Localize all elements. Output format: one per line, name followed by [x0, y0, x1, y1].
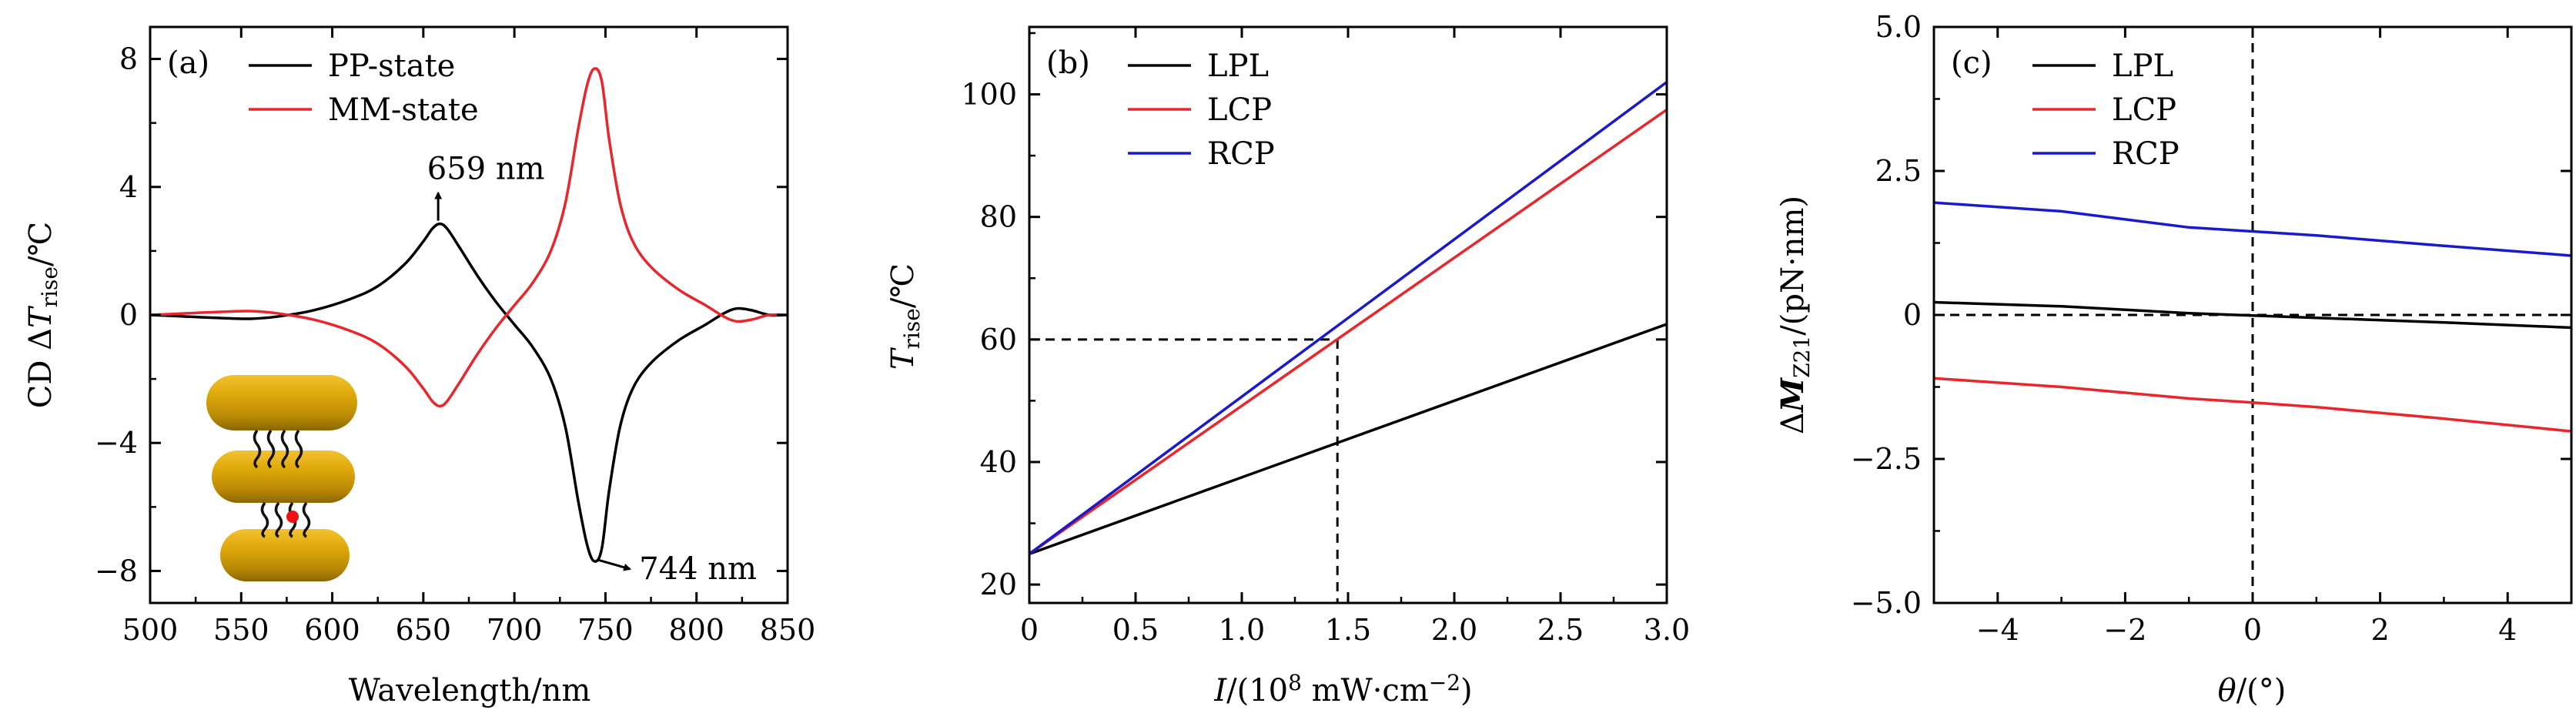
panel-a-x-tick-label: 750: [577, 613, 634, 647]
panel-a-y-tick-label: −4: [95, 426, 138, 460]
panel-a-x-tick-label: 800: [668, 613, 724, 647]
panel-a-plot-area: 500 550 600 650 700 750 800 850 8 4 0 −4 −8 (a) PP-sta…: [95, 25, 816, 647]
panel-b-y-tick-label: 20: [980, 568, 1017, 601]
panel-a-y-axis-label: CD ΔTrise/℃: [23, 222, 62, 408]
panel-a-legend-label: MM-state: [328, 92, 479, 128]
panel-b-series-lpl: [1029, 323, 1668, 555]
panel-a-series-mm-state: [149, 67, 788, 408]
panel-b-plot-area: 0 0.5 1.0 1.5 2.0 2.5 3.0 20 40 60 80 100 (b) LPL LCP R…: [961, 25, 1690, 647]
panel-b-tag: (b): [1046, 45, 1090, 81]
panel-b-series-lcp: [1028, 108, 1668, 555]
panel-b-y-tick-label: 100: [961, 78, 1017, 112]
panel-c-y-axis-label: ΔMZ21/(pN·nm): [1775, 196, 1815, 434]
panel-a-annotation-label: 659 nm: [427, 152, 545, 187]
panel-a-y-tick-label: 8: [119, 42, 138, 76]
panel-c-series-rcp: [1933, 201, 2572, 257]
panel-c-y-tick-label: 0: [1903, 298, 1922, 332]
panel-b-x-tick-label: 3.0: [1644, 613, 1690, 647]
panel-c-y-tick-label: 5.0: [1875, 10, 1922, 44]
panel-b-legend-label: LPL: [1207, 49, 1269, 84]
panel-b-axes-frame: [1028, 25, 1668, 604]
panel-a-x-tick-label: 500: [122, 613, 179, 647]
panel-a-x-tick-label: 550: [213, 613, 269, 647]
panel-b-x-tick-label: 2.5: [1537, 613, 1584, 647]
panel-a-x-tick-label: 650: [396, 613, 452, 647]
panel-c-y-tick-label: −2.5: [1851, 442, 1922, 476]
panel-c-legend-label: LCP: [2112, 92, 2176, 128]
panel-b-x-tick-label: 1.5: [1325, 613, 1371, 647]
panel-c-x-tick-label: 0: [2243, 613, 2262, 647]
panel-b-y-tick-label: 60: [980, 323, 1017, 357]
panel-c: −4 −2 0 2 4 5.0 2.5 0 −2.5 −5.0 (c) LPL LCP RCP ΔMZ21…: [1775, 10, 2573, 708]
panel-c-tag: (c): [1951, 45, 1992, 81]
panel-b-x-tick-label: 1.0: [1219, 613, 1265, 647]
panel-a: 500 550 600 650 700 750 800 850 8 4 0 −4 −8 (a) PP-sta…: [23, 25, 816, 708]
panel-c-x-tick-label: −4: [1976, 613, 2019, 647]
panel-a-y-tick-label: 4: [119, 170, 138, 204]
panel-b-y-tick-label: 80: [980, 200, 1017, 234]
panel-a-x-tick-label: 850: [760, 613, 816, 647]
panel-b-x-tick-label: 0: [1020, 613, 1039, 647]
panel-c-x-tick-label: 4: [2498, 613, 2517, 647]
panel-a-tag: (a): [167, 45, 209, 81]
panel-c-x-tick-label: −2: [2103, 613, 2146, 647]
panel-a-x-tick-label: 600: [304, 613, 360, 647]
panel-b-legend-label: RCP: [1207, 136, 1275, 172]
panel-b-x-tick-label: 0.5: [1112, 613, 1159, 647]
panel-c-y-tick-label: 2.5: [1875, 154, 1922, 188]
panel-b-x-tick-label: 2.0: [1431, 613, 1477, 647]
panel-a-x-tick-label: 700: [487, 613, 543, 647]
panel-b: 0 0.5 1.0 1.5 2.0 2.5 3.0 20 40 60 80 100 (b) LPL LCP R…: [885, 25, 1690, 708]
nanorod-inset-illustration: [206, 375, 357, 581]
panel-a-y-tick-label: 0: [119, 298, 138, 332]
panel-c-series-lcp: [1933, 377, 2572, 433]
panel-b-y-axis-label: Trise/℃: [885, 263, 925, 370]
panel-c-x-tick-label: 2: [2371, 613, 2390, 647]
panel-a-x-axis-label: Wavelength/nm: [349, 673, 591, 708]
panel-b-series-rcp: [1028, 81, 1668, 555]
panel-b-y-tick-label: 40: [980, 445, 1017, 479]
panel-c-plot-area: −4 −2 0 2 4 5.0 2.5 0 −2.5 −5.0 (c) LPL LCP RCP: [1851, 10, 2573, 647]
panel-b-legend-label: LCP: [1207, 92, 1272, 128]
panel-b-x-axis-label: I/(108 mW·cm−2): [1213, 670, 1472, 708]
panel-a-annotation-arrow: [597, 558, 632, 571]
panel-a-y-tick-label: −8: [95, 554, 138, 588]
panel-c-series-lpl: [1933, 300, 2572, 330]
panel-c-legend-label: RCP: [2112, 136, 2180, 172]
panel-a-legend-label: PP-state: [328, 49, 455, 84]
panel-c-y-tick-label: −5.0: [1851, 586, 1922, 620]
panel-c-legend-label: LPL: [2112, 49, 2173, 84]
panel-a-series-pp-state: [149, 222, 788, 563]
panel-a-annotation-label: 744 nm: [639, 551, 757, 587]
panel-c-x-axis-label: θ/(°): [2218, 673, 2287, 708]
